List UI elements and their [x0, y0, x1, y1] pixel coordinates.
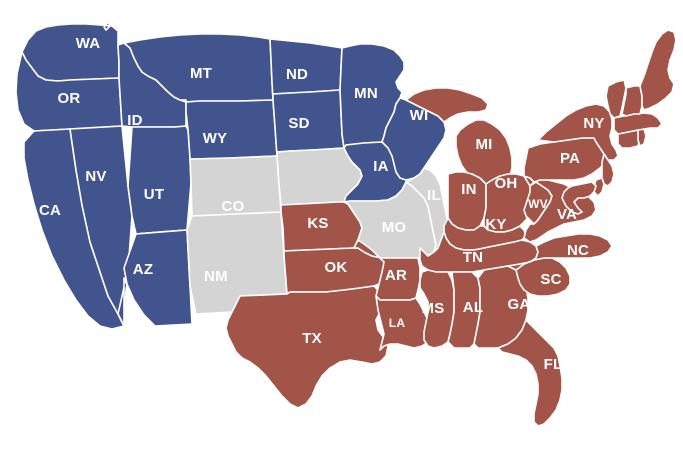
state-IN[interactable]	[447, 171, 487, 231]
state-LA[interactable]	[375, 295, 433, 351]
state-NV[interactable]	[69, 125, 133, 327]
state-UT[interactable]	[127, 125, 192, 235]
state-NY[interactable]	[537, 103, 619, 161]
state-VT[interactable]	[605, 79, 627, 119]
state-NJ[interactable]	[601, 153, 615, 187]
state-FL[interactable]	[497, 319, 563, 427]
state-OH[interactable]	[483, 173, 533, 233]
state-WA[interactable]	[21, 21, 120, 82]
state-AZ-fill[interactable]	[123, 229, 193, 327]
state-SD[interactable]	[272, 89, 345, 157]
state-RI[interactable]	[637, 128, 647, 147]
state-TX[interactable]	[225, 285, 389, 409]
state-ME[interactable]	[639, 29, 677, 111]
state-MI-upper[interactable]	[405, 87, 489, 123]
state-WI[interactable]	[381, 97, 447, 181]
state-WY[interactable]	[185, 99, 278, 160]
state-MD[interactable]	[561, 181, 597, 215]
state-NH[interactable]	[621, 85, 643, 117]
state-NC[interactable]	[507, 233, 613, 271]
state-CO[interactable]	[189, 155, 282, 217]
state-KS[interactable]	[280, 201, 363, 252]
